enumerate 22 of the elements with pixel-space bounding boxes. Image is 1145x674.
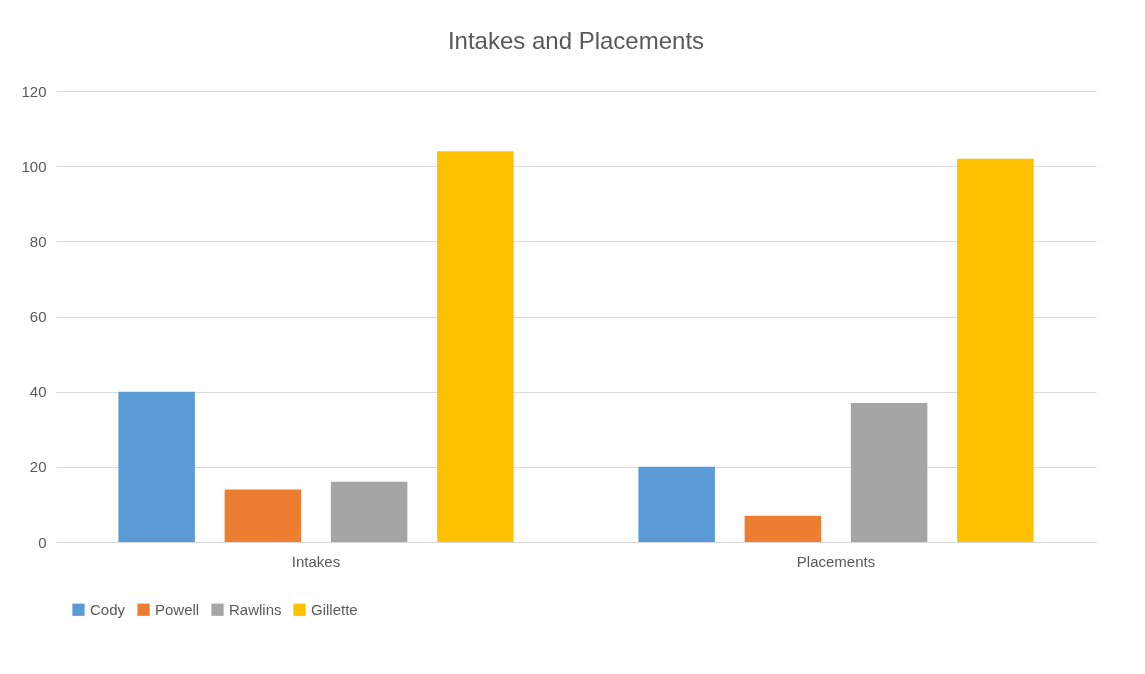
y-tick-label: 120: [21, 82, 47, 100]
y-tick-label: 100: [21, 157, 47, 175]
x-tick-label: Placements: [796, 552, 876, 570]
legend-label: Cody: [90, 600, 126, 618]
y-tick-label: 60: [29, 308, 47, 325]
bar: [118, 391, 195, 542]
y-tick-label: 80: [29, 232, 47, 250]
bar: [957, 158, 1034, 542]
y-tick-label: 0: [38, 533, 47, 551]
legend-label: Powell: [155, 600, 200, 618]
y-tick-label: 20: [29, 458, 47, 476]
bar: [330, 481, 408, 542]
bar: [224, 489, 302, 542]
bar: [850, 402, 928, 542]
x-tick-label: Intakes: [291, 552, 341, 570]
bar: [744, 515, 822, 542]
chart-title: Intakes and Placements: [447, 27, 705, 54]
bar: [437, 151, 514, 542]
bar: [638, 466, 715, 542]
y-tick-label: 40: [29, 383, 47, 401]
legend-label: Rawlins: [229, 600, 282, 618]
legend-label: Gillette: [311, 600, 358, 618]
